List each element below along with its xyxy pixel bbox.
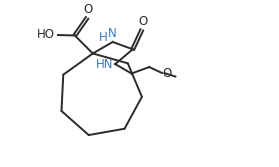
Text: H: H (99, 31, 108, 44)
Text: O: O (83, 3, 93, 16)
Text: O: O (162, 67, 172, 80)
Text: HN: HN (96, 58, 113, 71)
Text: HO: HO (37, 29, 55, 41)
Text: O: O (138, 15, 147, 28)
Text: N: N (108, 27, 117, 40)
